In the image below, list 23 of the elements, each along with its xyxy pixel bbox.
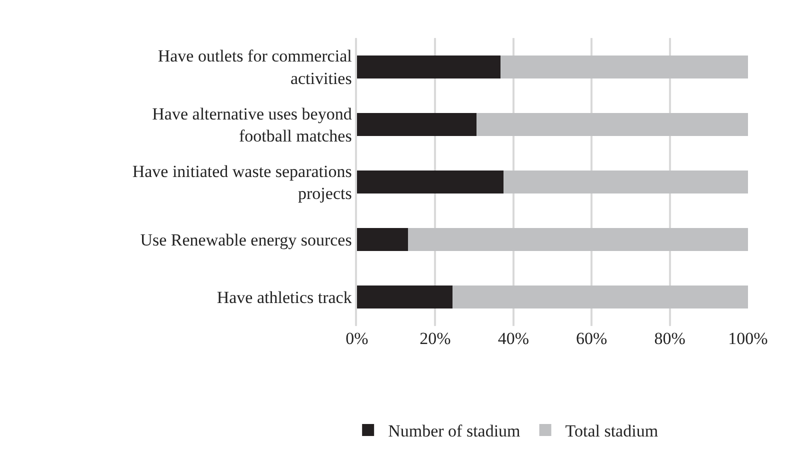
bar [452, 286, 748, 309]
bar [357, 286, 452, 309]
legend-label: Number of stadium [388, 422, 520, 441]
x-tick-label: 0% [346, 329, 368, 348]
bar [408, 228, 748, 252]
y-tick-label: Have alternative uses beyond football matches [152, 104, 352, 146]
x-tick-label: 40% [498, 329, 529, 348]
bar [500, 55, 748, 78]
bar [357, 55, 500, 78]
bar [357, 170, 504, 194]
x-tick-label: 80% [654, 329, 686, 348]
bar [357, 228, 408, 252]
x-tick-label: 100% [728, 329, 768, 348]
bar [357, 112, 477, 136]
y-tick-label: Use Renewable energy sources [140, 230, 352, 250]
y-tick-label: Have athletics track [216, 288, 352, 308]
bar [476, 112, 748, 136]
bar [504, 170, 748, 194]
y-tick-label: Have outlets for commercial activities [158, 46, 352, 88]
x-tick-label: 20% [420, 329, 451, 348]
y-tick-label: Have initiated waste separations projects [132, 162, 352, 203]
x-tick-label: 60% [576, 329, 608, 348]
legend-label: Total stadium [565, 422, 658, 441]
